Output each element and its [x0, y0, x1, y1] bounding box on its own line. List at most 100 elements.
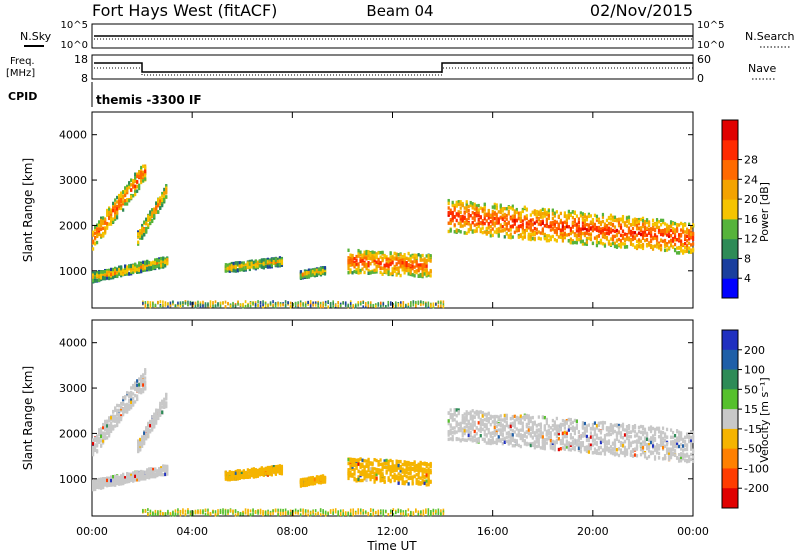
range-gate-cell: [417, 476, 420, 480]
nsky-label: N.Sky: [20, 30, 52, 43]
range-gate-cell: [141, 228, 144, 233]
range-gate-cell: [585, 215, 589, 219]
range-gate-cell: [136, 397, 139, 401]
range-gate-cell: [132, 270, 135, 275]
range-gate-cell: [665, 242, 669, 246]
range-gate-cell: [136, 270, 139, 274]
range-gate-cell: [383, 475, 386, 480]
range-gate-cell: [423, 462, 426, 466]
range-gate-cell: [495, 217, 498, 221]
range-gate-cell: [319, 301, 322, 305]
range-gate-cell: [147, 216, 150, 221]
range-gate-cell: [457, 229, 460, 233]
range-gate-cell: [134, 190, 137, 194]
range-gate-cell: [531, 229, 534, 233]
range-gate-cell: [629, 229, 633, 234]
range-gate-cell: [112, 424, 115, 429]
range-gate-cell: [154, 265, 157, 270]
range-gate-cell: [319, 481, 323, 485]
range-gate-cell: [513, 230, 516, 234]
range-gate-cell: [593, 213, 597, 218]
range-gate-cell: [305, 270, 309, 275]
range-gate-cell: [116, 481, 119, 486]
range-gate-cell: [92, 271, 95, 275]
range-gate-cell: [563, 211, 566, 215]
range-gate-cell: [545, 236, 548, 240]
range-gate-cell: [254, 259, 257, 263]
range-gate-cell: [373, 251, 376, 255]
range-gate-cell: [553, 222, 556, 226]
range-gate-cell: [691, 234, 695, 239]
range-gate-cell: [367, 256, 370, 260]
range-gate-cell: [659, 247, 663, 252]
range-gate-cell: [128, 475, 131, 479]
range-gate-cell: [256, 470, 259, 474]
range-gate-cell: [461, 224, 464, 228]
range-gate-cell: [655, 235, 659, 239]
range-gate-cell: [114, 271, 117, 276]
range-gate-cell: [371, 258, 374, 263]
range-gate-cell: [242, 475, 245, 479]
range-gate-cell: [136, 268, 139, 272]
range-gate-cell: [100, 216, 103, 220]
range-gate-cell: [301, 482, 305, 487]
range-gate-cell: [102, 439, 105, 443]
range-gate-cell: [497, 221, 500, 225]
range-gate-cell: [153, 415, 156, 420]
range-gate-cell: [365, 265, 368, 269]
range-gate-cell: [332, 305, 334, 309]
range-gate-cell: [389, 467, 392, 471]
range-gate-cell: [155, 206, 158, 210]
range-gate-cell: [673, 248, 677, 253]
range-gate-cell: [401, 462, 404, 467]
range-gate-cell: [677, 235, 681, 239]
range-gate-cell: [429, 470, 432, 475]
range-gate-cell: [587, 232, 591, 236]
range-gate-cell: [635, 239, 639, 244]
range-gate-cell: [483, 214, 486, 218]
range-gate-cell: [349, 473, 352, 477]
range-gate-cell: [535, 209, 538, 214]
range-gate-cell: [367, 264, 370, 268]
range-gate-cell: [423, 481, 426, 486]
range-gate-cell: [319, 271, 323, 275]
range-gate-cell: [139, 448, 142, 452]
range-gate-cell: [615, 218, 619, 222]
range-gate-cell: [128, 472, 131, 476]
range-gate-cell: [145, 426, 148, 431]
range-gate-cell: [147, 303, 149, 307]
range-gate-cell: [226, 471, 229, 476]
range-gate-cell: [98, 428, 101, 432]
range-gate-cell: [145, 222, 148, 226]
range-gate-cell: [161, 198, 164, 203]
range-gate-cell: [112, 479, 115, 483]
range-gate-cell: [126, 270, 129, 274]
range-gate-cell: [377, 264, 380, 268]
range-gate-cell: [611, 228, 615, 233]
range-gate-cell: [373, 268, 376, 273]
range-gate-cell: [613, 229, 617, 234]
range-gate-cell: [673, 232, 677, 236]
range-gate-cell: [375, 270, 378, 274]
range-gate-cell: [234, 476, 237, 481]
range-gate-cell: [467, 222, 470, 226]
range-gate-cell: [134, 179, 137, 184]
range-gate-cell: [149, 221, 152, 225]
range-gate-cell: [399, 261, 402, 265]
range-gate-cell: [267, 303, 269, 307]
range-gate-cell: [363, 260, 366, 265]
range-gate-cell: [144, 383, 147, 388]
range-gate-cell: [108, 431, 111, 435]
range-gate-cell: [385, 471, 388, 475]
range-gate-cell: [665, 223, 669, 227]
range-gate-cell: [471, 229, 474, 233]
range-gate-cell: [459, 230, 462, 234]
range-gate-cell: [519, 217, 522, 221]
power-panel-frame: [91, 111, 694, 309]
range-gate-cell: [481, 219, 484, 223]
range-gate-cell: [159, 300, 162, 304]
range-gate-cell: [132, 185, 135, 189]
range-gate-cell: [246, 474, 249, 478]
range-gate-cell: [459, 425, 462, 429]
range-gate-cell: [106, 276, 109, 280]
